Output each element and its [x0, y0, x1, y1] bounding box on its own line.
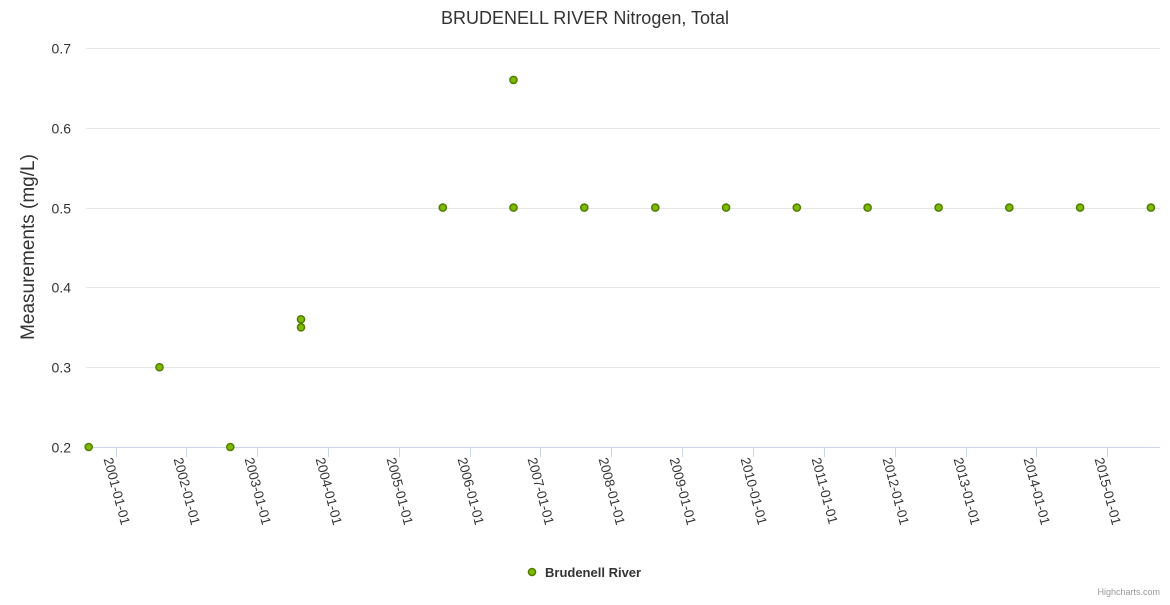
- x-tick-label: 2014-01-01: [1021, 456, 1053, 527]
- data-point[interactable]: [225, 442, 235, 452]
- x-tick-label: 2005-01-01: [384, 456, 416, 527]
- data-point[interactable]: [792, 203, 802, 212]
- x-tick-label: 2002-01-01: [171, 456, 203, 527]
- data-point[interactable]: [934, 203, 943, 212]
- x-tick-label: 2003-01-01: [242, 456, 274, 527]
- x-tick-label: 2004-01-01: [313, 456, 345, 527]
- data-point[interactable]: [863, 203, 872, 212]
- chart-title: BRUDENELL RIVER Nitrogen, Total: [441, 8, 729, 28]
- credits-link[interactable]: Highcharts.com: [1097, 587, 1160, 597]
- data-point[interactable]: [155, 362, 164, 372]
- x-tick-label: 2006-01-01: [455, 456, 487, 527]
- y-tick-label: 0.4: [52, 280, 72, 296]
- data-point[interactable]: [84, 442, 93, 452]
- data-point[interactable]: [438, 203, 448, 212]
- y-tick-label: 0.7: [52, 41, 72, 57]
- y-tick-label: 0.2: [52, 440, 72, 456]
- x-tick-label: 2012-01-01: [880, 456, 912, 527]
- data-point[interactable]: [1146, 203, 1156, 212]
- data-point[interactable]: [721, 203, 731, 212]
- x-tick-label: 2011-01-01: [809, 456, 841, 526]
- data-point[interactable]: [580, 203, 589, 212]
- x-tick-label: 2015-01-01: [1092, 456, 1124, 527]
- y-tick-label: 0.3: [52, 360, 72, 376]
- y-tick-label: 0.5: [52, 201, 72, 217]
- data-point[interactable]: [1075, 203, 1085, 212]
- y-axis: 0.2 0.3 0.4 0.5 0.6 0.7: [52, 41, 72, 456]
- data-point[interactable]: [296, 314, 306, 324]
- data-point[interactable]: [509, 75, 518, 85]
- x-tick-label: 2001-01-01: [101, 456, 133, 527]
- legend[interactable]: Brudenell River: [527, 565, 641, 580]
- data-point[interactable]: [651, 203, 660, 212]
- x-tick-label: 2008-01-01: [596, 456, 628, 527]
- data-point[interactable]: [509, 203, 518, 212]
- x-axis: 2001-01-01 2002-01-01 2003-01-01 2004-01-01…: [86, 447, 1160, 526]
- x-tick-label: 2013-01-01: [951, 456, 983, 527]
- x-tick-label: 2007-01-01: [525, 456, 557, 527]
- x-tick-label: 2010-01-01: [738, 456, 770, 527]
- data-point[interactable]: [1005, 203, 1014, 212]
- y-tick-label: 0.6: [52, 121, 72, 137]
- legend-marker[interactable]: [527, 567, 537, 577]
- legend-item-label[interactable]: Brudenell River: [545, 565, 641, 580]
- x-tick-label: 2009-01-01: [667, 456, 699, 527]
- data-point[interactable]: [296, 322, 306, 332]
- y-axis-title: Measurements (mg/L): [18, 154, 39, 340]
- series-points[interactable]: [84, 75, 1156, 452]
- grid-lines: [86, 48, 1160, 368]
